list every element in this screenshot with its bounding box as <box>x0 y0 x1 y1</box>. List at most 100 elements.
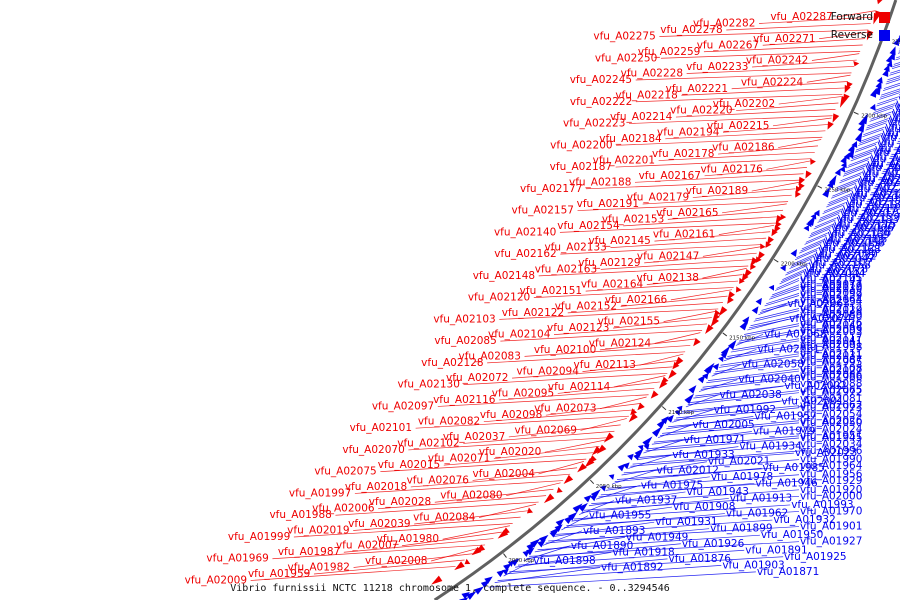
forward-gene-arrow <box>454 561 465 571</box>
forward-connector-line <box>599 338 696 351</box>
reverse-gene-arrow <box>666 414 674 423</box>
reverse-gene-label: vfu_A01920 <box>800 484 862 496</box>
reverse-gene-label: vfu_A01901 <box>800 521 862 533</box>
reverse-gene-label: vfu_A01918 <box>612 546 674 558</box>
forward-connector-line <box>353 516 521 531</box>
reverse-gene-arrow <box>840 161 847 169</box>
reverse-gene-arrow <box>870 87 877 98</box>
reverse-connector-line <box>494 567 601 583</box>
forward-connector-line <box>752 59 857 68</box>
forward-gene-arrow <box>431 575 443 585</box>
forward-connector-line <box>654 332 701 344</box>
reverse-connector-line <box>893 62 900 65</box>
reverse-gene-arrow <box>622 462 630 470</box>
reverse-gene-arrow <box>600 485 607 492</box>
reverse-gene-arrow <box>684 393 695 405</box>
reverse-gene-label: vfu_A02001 <box>781 395 843 407</box>
reverse-connector-line <box>859 135 881 144</box>
forward-connector-line <box>483 409 635 423</box>
reverse-connector-line <box>674 407 800 421</box>
reverse-gene-label: vfu_A02246 <box>887 117 900 129</box>
forward-gene-label: vfu_A02228 <box>621 68 683 80</box>
reverse-connector-line <box>759 301 800 313</box>
forward-connector-line <box>472 467 578 481</box>
reverse-connector-line <box>711 364 741 377</box>
reverse-gene-label: vfu_A02112 <box>800 303 862 315</box>
reverse-connector-line <box>844 163 867 173</box>
reverse-connector-line <box>718 355 800 368</box>
scale-tick-label: 2050 kbp <box>596 484 622 490</box>
reverse-gene-label: vfu_A01946 <box>755 477 818 489</box>
forward-connector-line <box>646 274 743 285</box>
reverse-connector-line <box>776 277 800 289</box>
forward-connector-line <box>686 66 855 74</box>
forward-gene-label: vfu_A02177 <box>520 183 582 195</box>
reverse-gene-arrow <box>537 539 546 548</box>
forward-connector-line <box>500 330 703 342</box>
forward-gene-arrow <box>471 546 482 556</box>
forward-gene-label: vfu_A02271 <box>753 33 815 45</box>
reverse-gene-label: vfu_A01990 <box>800 454 862 466</box>
forward-gene-arrow <box>771 228 778 237</box>
reverse-gene-arrow <box>656 418 667 429</box>
forward-connector-line <box>704 166 807 177</box>
reverse-gene-arrow <box>703 368 710 375</box>
reverse-gene-label: vfu_A01891 <box>745 544 807 556</box>
reverse-gene-arrow <box>651 426 663 438</box>
forward-connector-line <box>726 23 871 31</box>
reverse-connector-line <box>879 92 900 100</box>
reverse-connector-line <box>581 498 729 513</box>
forward-connector-line <box>762 38 866 46</box>
forward-connector-line <box>642 194 792 205</box>
forward-connector-line <box>718 145 819 155</box>
forward-gene-arrow <box>795 190 801 198</box>
forward-gene-label: vfu_A02162 <box>494 248 556 260</box>
reverse-gene-label: vfu_A02169 <box>828 229 890 241</box>
reverse-gene-label: vfu_A01971 <box>684 434 746 446</box>
forward-connector-line <box>628 115 833 124</box>
forward-gene-label: vfu_A02128 <box>421 357 483 369</box>
reverse-gene-label: vfu_A01979 <box>753 426 815 438</box>
forward-gene-label: vfu_A02009 <box>185 575 247 587</box>
forward-gene-label: vfu_A02073 <box>534 403 596 415</box>
reverse-gene-arrow <box>642 436 653 447</box>
reverse-gene-label: vfu_A02066 <box>831 223 894 235</box>
reverse-gene-label: vfu_A01876 <box>668 553 731 565</box>
reverse-connector-line <box>799 243 822 254</box>
reverse-connector-line <box>895 58 900 61</box>
reverse-gene-label: vfu_A01957 <box>754 410 816 422</box>
reverse-connector-line <box>739 329 800 342</box>
forward-connector-line <box>665 130 826 140</box>
reverse-connector-line <box>769 288 800 300</box>
reverse-connector-line <box>506 558 668 575</box>
connector-lines <box>250 10 900 588</box>
forward-connector-line <box>544 439 606 453</box>
reverse-connector-line <box>831 189 853 199</box>
reverse-gene-label: vfu_A02216 <box>880 132 900 144</box>
reverse-connector-line <box>574 504 791 520</box>
forward-connector-line <box>430 546 483 562</box>
forward-connector-line <box>415 415 629 429</box>
forward-connector-line <box>437 394 649 407</box>
reverse-gene-label: vfu_A02068 <box>764 328 826 340</box>
reverse-gene-label: vfu_A02061 <box>757 343 819 355</box>
reverse-gene-arrow <box>461 591 470 600</box>
reverse-gene-arrow <box>827 179 834 189</box>
reverse-connector-line <box>612 469 656 485</box>
reverse-connector-line <box>651 431 752 445</box>
reverse-connector-line <box>891 65 900 70</box>
forward-gene-label: vfu_A02148 <box>473 270 535 282</box>
reverse-gene-arrow <box>720 352 727 359</box>
reverse-connector-line <box>588 491 686 507</box>
reverse-gene-arrow <box>617 463 626 472</box>
reverse-gene-label: vfu_A02031 <box>800 350 862 362</box>
reverse-connector-line <box>497 565 722 581</box>
reverse-gene-label: vfu_A02035 <box>895 100 900 112</box>
forward-gene-label: vfu_A02164 <box>581 279 644 291</box>
reverse-gene-label: vfu_A02003 <box>800 326 862 338</box>
reverse-gene-label: vfu_A02079 <box>840 207 900 219</box>
reverse-gene-label: vfu_A02059 <box>889 113 900 125</box>
reverse-gene-label: vfu_A02206 <box>881 130 900 142</box>
reverse-gene-label: vfu_A02086 <box>800 369 863 381</box>
